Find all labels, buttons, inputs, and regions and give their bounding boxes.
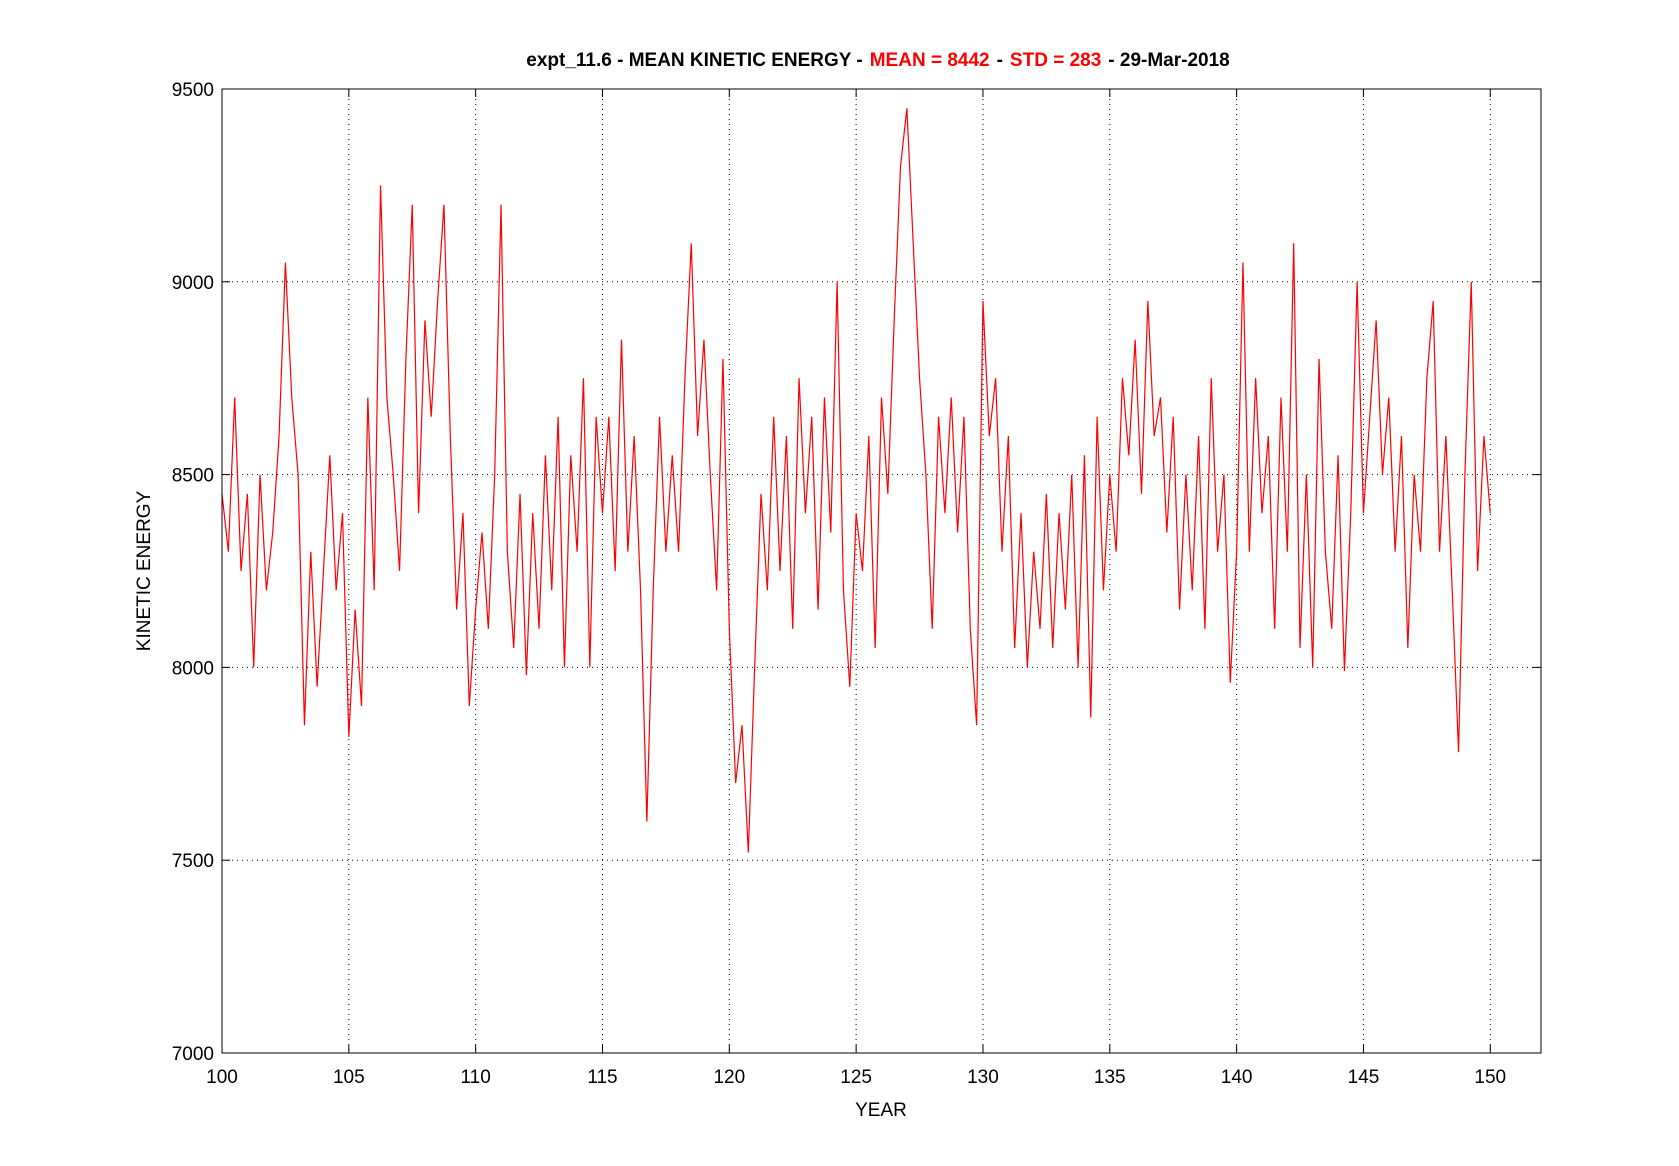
title-part: expt_11.6 - MEAN KINETIC ENERGY - [526,50,862,71]
x-tick-label: 100 [206,1067,238,1088]
chart-title: expt_11.6 - MEAN KINETIC ENERGY - MEAN = … [526,50,1229,71]
x-tick-label: 115 [587,1067,617,1088]
title-part: MEAN = 8442 [870,50,990,71]
x-tick-label: 150 [1474,1067,1506,1088]
x-tick-label: 105 [333,1067,365,1088]
x-tick-label: 135 [1094,1067,1126,1088]
x-tick-label: 140 [1221,1067,1253,1088]
title-part: - [997,50,1003,71]
x-tick-label: 145 [1348,1067,1380,1088]
x-axis-label: YEAR [855,1100,907,1121]
y-tick-label: 8500 [172,466,214,487]
y-tick-label: 8000 [172,658,214,679]
plot-frame [221,88,1542,1054]
y-tick-label: 7500 [172,851,214,872]
y-tick-label: 7000 [172,1044,214,1065]
data-line [221,108,1491,853]
y-tick-label: 9000 [172,273,214,294]
y-axis-label: KINETIC ENERGY [134,490,155,651]
x-tick-label: 125 [840,1067,872,1088]
title-part: STD = 283 [1010,50,1101,71]
x-tick-label: 110 [461,1067,491,1088]
x-tick-label: 130 [967,1067,999,1088]
x-tick-label: 120 [713,1067,745,1088]
title-part: - 29-Mar-2018 [1108,50,1229,71]
y-tick-label: 9500 [172,80,214,101]
